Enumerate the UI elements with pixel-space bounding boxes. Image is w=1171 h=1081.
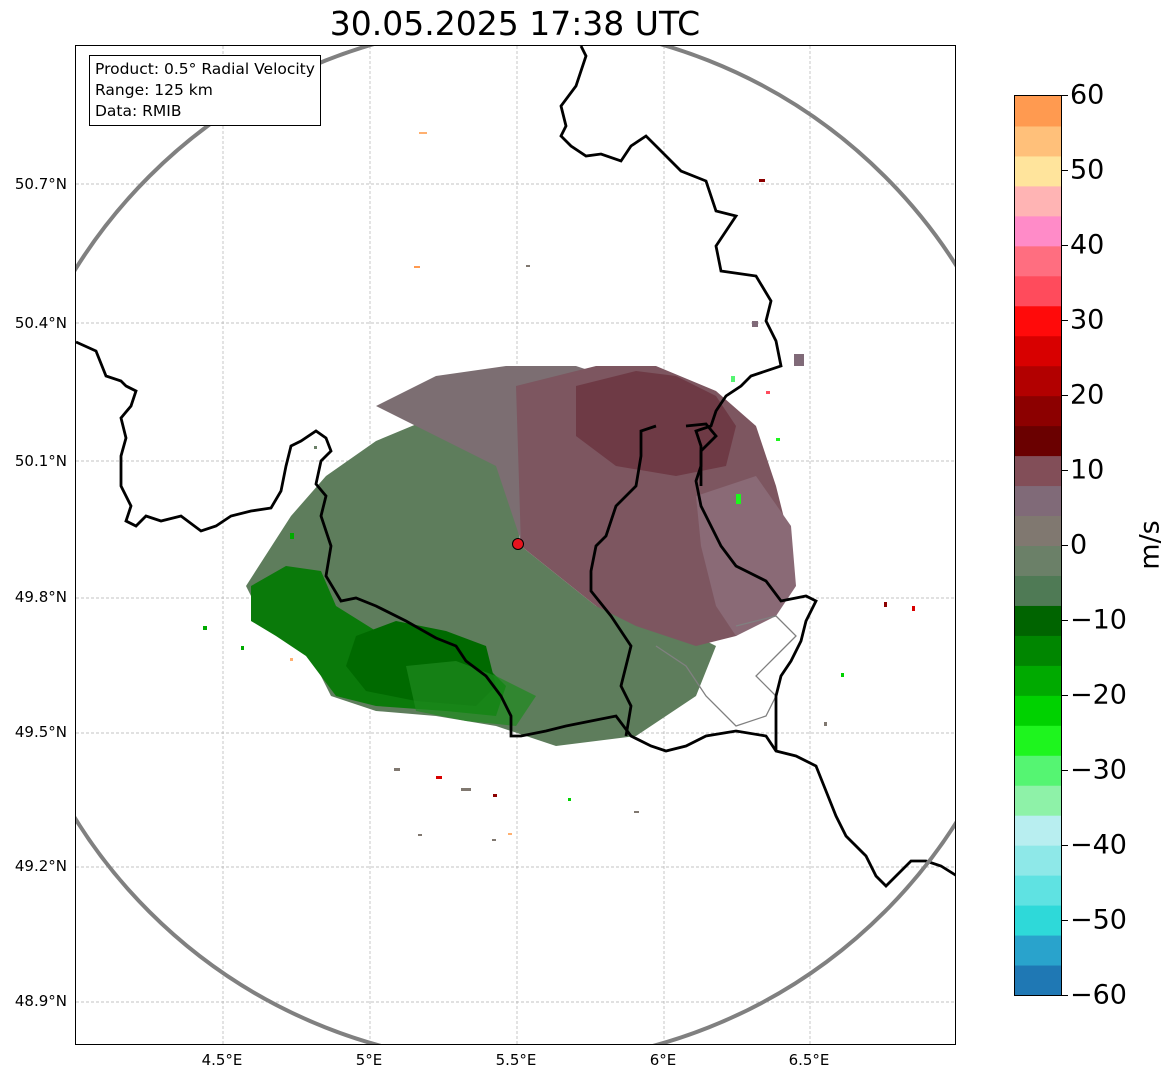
lat-tick-label: 49.5°N — [14, 723, 67, 741]
colorbar-band — [1015, 365, 1061, 397]
colorbar-tick — [1062, 620, 1068, 621]
data-source-line: Data: RMIB — [95, 102, 182, 120]
colorbar-tick-label: 40 — [1070, 229, 1105, 261]
colorbar-band — [1015, 515, 1061, 546]
colorbar-tick — [1062, 995, 1068, 996]
lat-tick-label: 48.9°N — [14, 992, 67, 1010]
lat-tick-label: 49.2°N — [14, 857, 67, 875]
colorbar-tick-label: 20 — [1070, 379, 1105, 411]
colorbar-tick — [1062, 470, 1068, 471]
colorbar-unit-label: m/s — [1134, 520, 1166, 570]
colorbar-band — [1015, 665, 1061, 696]
colorbar-band — [1015, 755, 1061, 786]
product-info-box: Product: 0.5° Radial Velocity Range: 125… — [89, 55, 321, 126]
colorbar-gradient — [1015, 96, 1061, 996]
lat-tick-label: 50.4°N — [14, 314, 67, 332]
colorbar-tick-label: −10 — [1070, 604, 1127, 636]
lon-tick-label: 6°E — [649, 1051, 677, 1069]
colorbar-tick-label: −40 — [1070, 829, 1127, 861]
colorbar-band — [1015, 605, 1061, 636]
velocity-colorbar — [1014, 95, 1062, 996]
colorbar-tick — [1062, 845, 1068, 846]
colorbar-band — [1015, 815, 1061, 846]
lon-tick-label: 4.5°E — [201, 1051, 243, 1069]
lon-tick-label: 5°E — [355, 1051, 383, 1069]
colorbar-tick-label: 10 — [1070, 454, 1105, 486]
lon-tick-label: 5.5°E — [495, 1051, 537, 1069]
range-line: Range: 125 km — [95, 81, 213, 99]
country-borders — [76, 46, 955, 888]
colorbar-band — [1015, 245, 1061, 277]
colorbar-tick-label: −20 — [1070, 679, 1127, 711]
colorbar-band — [1015, 305, 1061, 337]
radar-map[interactable] — [75, 45, 956, 1045]
lat-tick-label: 49.8°N — [14, 588, 67, 606]
colorbar-band — [1015, 785, 1061, 816]
colorbar-band — [1015, 725, 1061, 756]
map-title: 30.05.2025 17:38 UTC — [329, 4, 701, 43]
colorbar-tick — [1062, 920, 1068, 921]
colorbar-tick — [1062, 95, 1068, 96]
echo-east-pink — [696, 476, 796, 636]
colorbar-band — [1015, 545, 1061, 576]
echo-outbound-dark — [576, 371, 736, 476]
colorbar-tick — [1062, 770, 1068, 771]
colorbar-band — [1015, 575, 1061, 606]
colorbar-tick-label: −60 — [1070, 979, 1127, 1011]
colorbar-tick-label: −50 — [1070, 904, 1127, 936]
lat-tick-label: 50.7°N — [14, 175, 67, 193]
colorbar-band — [1015, 155, 1061, 187]
velocity-echoes — [203, 132, 915, 841]
colorbar-tick — [1062, 320, 1068, 321]
echo-inbound-speckle — [406, 661, 536, 726]
product-line: Product: 0.5° Radial Velocity — [95, 60, 315, 78]
colorbar-tick-label: 60 — [1070, 79, 1105, 111]
colorbar-band — [1015, 335, 1061, 367]
colorbar-tick-label: 30 — [1070, 304, 1105, 336]
colorbar-band — [1015, 425, 1061, 457]
colorbar-band — [1015, 845, 1061, 876]
colorbar-tick — [1062, 395, 1068, 396]
radar-map-canvas — [76, 46, 955, 1044]
colorbar-band — [1015, 185, 1061, 217]
radar-site-marker — [512, 538, 524, 550]
colorbar-band — [1015, 695, 1061, 726]
colorbar-band — [1015, 455, 1061, 487]
colorbar-band — [1015, 635, 1061, 666]
colorbar-band — [1015, 905, 1061, 936]
colorbar-band — [1015, 485, 1061, 517]
lat-tick-label: 50.1°N — [14, 452, 67, 470]
colorbar-tick — [1062, 170, 1068, 171]
colorbar-tick — [1062, 545, 1068, 546]
colorbar-tick — [1062, 695, 1068, 696]
colorbar-band — [1015, 96, 1061, 127]
colorbar-band — [1015, 215, 1061, 247]
colorbar-band — [1015, 125, 1061, 157]
colorbar-tick-label: 0 — [1070, 529, 1088, 561]
colorbar-tick — [1062, 245, 1068, 246]
colorbar-band — [1015, 875, 1061, 906]
colorbar-band — [1015, 275, 1061, 307]
colorbar-band — [1015, 395, 1061, 427]
colorbar-band — [1015, 935, 1061, 966]
colorbar-tick-label: −30 — [1070, 754, 1127, 786]
lon-tick-label: 6.5°E — [788, 1051, 830, 1069]
colorbar-band — [1015, 965, 1061, 996]
colorbar-tick-label: 50 — [1070, 154, 1105, 186]
